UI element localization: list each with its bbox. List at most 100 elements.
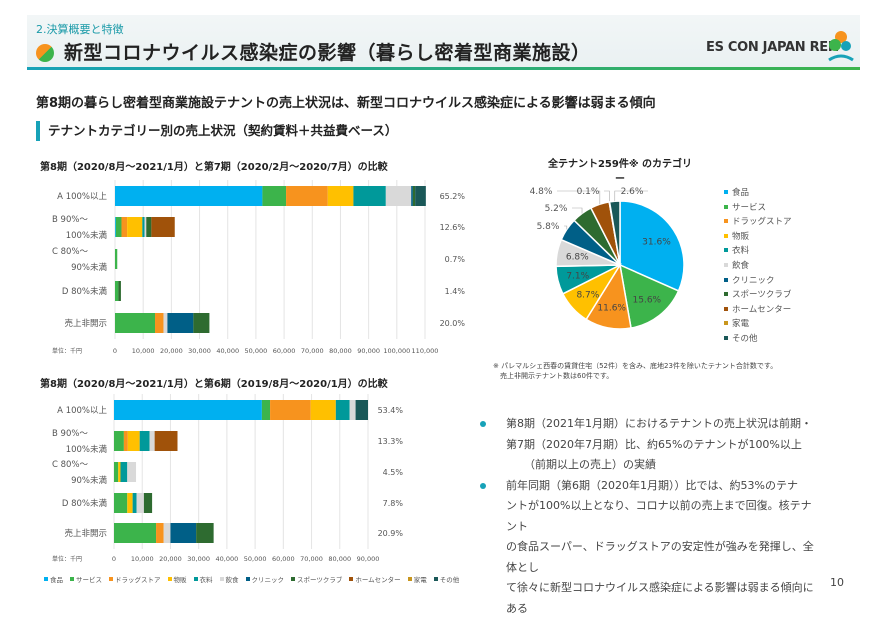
pie-legend-item: 食品: [724, 186, 749, 198]
legend-label: その他: [440, 574, 460, 584]
legend-label: 衣料: [732, 244, 749, 256]
legend-label: 食品: [50, 574, 63, 584]
pie-legend-item: スポーツクラブ: [724, 288, 791, 300]
unit-label: 単位：千円: [52, 347, 82, 355]
x-tick-label: 70,000: [301, 347, 324, 355]
pie-legend-item: その他: [724, 332, 758, 344]
slice-label: 5.2%: [545, 204, 568, 214]
bar-segment-スポーツクラブ: [146, 217, 151, 237]
legend-swatch-icon: [724, 292, 728, 296]
legend-label: ドラッグストア: [115, 574, 161, 584]
slice-label: 2.6%: [621, 187, 644, 197]
bar-segment-食品: [114, 400, 262, 420]
row-label: B 90%～: [52, 215, 88, 225]
x-tick-label: 90,000: [357, 347, 380, 355]
bar-segment-スポーツクラブ: [413, 186, 415, 206]
bar-segment-物販: [128, 431, 140, 451]
bar-segment-その他: [356, 400, 368, 420]
pie-legend-item: クリニック: [724, 274, 775, 286]
legend-label: ホームセンター: [355, 574, 400, 584]
pie-legend-item: ドラッグストア: [724, 215, 792, 227]
legend-swatch-icon: [724, 321, 728, 325]
x-tick-label: 0: [113, 347, 117, 355]
bar-segment-ドラッグストア: [155, 313, 163, 333]
unit-label: 単位：千円: [52, 555, 82, 563]
bullet-dot-icon: [480, 421, 486, 427]
x-tick-label: 40,000: [216, 555, 239, 563]
row-label: D 80%未満: [62, 286, 108, 297]
slice-label: 11.6%: [597, 304, 626, 314]
x-tick-label: 30,000: [187, 555, 210, 563]
bullet-line: て徐々に新型コロナウイルス感染症による影響は弱まる傾向にある: [506, 578, 818, 619]
slice-label: 5.8%: [537, 222, 560, 232]
bar-segment-飲食: [150, 431, 155, 451]
bar-segment-クリニック: [167, 313, 193, 333]
bar-segment-クリニック: [170, 523, 196, 543]
legend-label: 食品: [732, 186, 749, 198]
bar-segment-サービス: [114, 462, 118, 482]
bar-segment-物販: [127, 217, 142, 237]
bar-segment-衣料: [336, 400, 350, 420]
percent-label: 65.2%: [440, 192, 466, 201]
legend-label: サービス: [732, 201, 766, 213]
legend-swatch-icon: [408, 577, 412, 581]
bar-segment-飲食: [164, 523, 171, 543]
legend-label: その他: [732, 332, 758, 344]
slice-label: 6.8%: [566, 253, 589, 263]
x-tick-label: 100,000: [383, 347, 410, 355]
bar-segment-スポーツクラブ: [196, 523, 213, 543]
x-tick-label: 110,000: [412, 347, 439, 355]
percent-label: 20.9%: [378, 529, 404, 538]
percent-label: 1.4%: [445, 287, 466, 296]
bar-segment-サービス: [115, 249, 117, 269]
bar-segment-サービス: [115, 313, 155, 333]
legend-label: ドラッグストア: [732, 215, 792, 227]
x-tick-label: 20,000: [160, 347, 183, 355]
legend-label: 家電: [732, 317, 749, 329]
bar-segment-物販: [118, 462, 120, 482]
bar-segment-衣料: [133, 493, 137, 513]
bar-segment-ドラッグストア: [156, 523, 164, 543]
x-tick-label: 60,000: [272, 555, 295, 563]
legend-label: 物販: [174, 574, 187, 584]
bar-segment-サービス: [114, 523, 156, 543]
legend-label: 家電: [414, 574, 427, 584]
x-tick-label: 70,000: [300, 555, 323, 563]
bar-segment-ホームセンター: [151, 217, 174, 237]
bar-segment-スポーツクラブ: [144, 493, 152, 513]
legend-label: ホームセンター: [732, 303, 791, 315]
bar-segment-飲食: [163, 313, 167, 333]
legend-swatch-icon: [70, 577, 74, 581]
legend-item: スポーツクラブ: [291, 574, 342, 584]
percent-label: 4.5%: [383, 468, 404, 477]
legend-label: 飲食: [732, 259, 749, 271]
x-tick-label: 20,000: [159, 555, 182, 563]
row-label: 90%未満: [71, 475, 107, 486]
bar-segment-衣料: [142, 217, 144, 237]
bar-segment-飲食: [386, 186, 411, 206]
bullet-line: 第8期（2021年1月期）におけるテナントの売上状況は前期・: [506, 414, 818, 435]
legend-label: 飲食: [226, 574, 239, 584]
bar-segment-サービス: [115, 281, 118, 301]
legend-swatch-icon: [291, 577, 295, 581]
legend-label: クリニック: [252, 574, 285, 584]
bar-segment-食品: [115, 217, 116, 237]
row-label: C 80%～: [52, 247, 89, 257]
x-tick-label: 10,000: [132, 347, 155, 355]
bar-segment-飲食: [350, 400, 356, 420]
slice-label: 8.7%: [576, 290, 599, 300]
bullet-line: の食品スーパー、ドラッグストアの安定性が強みを発揮し、全体とし: [506, 537, 818, 578]
bar-segment-サービス: [262, 186, 286, 206]
legend-swatch-icon: [724, 307, 728, 311]
x-tick-label: 10,000: [131, 555, 154, 563]
pie-legend-item: 衣料: [724, 244, 749, 256]
bar-segment-ホームセンター: [155, 431, 178, 451]
bar-segment-サービス: [262, 400, 270, 420]
bar-segment-ドラッグストア: [286, 186, 328, 206]
row-label: A 100%以上: [57, 406, 107, 416]
pie-note: ※ パレマルシェ西春の賃貸住宅（52件）を含み、底地23件を除いたテナント合計数…: [493, 361, 777, 381]
slice-label: 7.1%: [566, 272, 589, 282]
x-tick-label: 60,000: [273, 347, 296, 355]
legend-label: 物販: [732, 230, 749, 242]
bullet-line: ントが100%以上となり、コロナ以前の売上まで回復。核テナント: [506, 496, 818, 537]
